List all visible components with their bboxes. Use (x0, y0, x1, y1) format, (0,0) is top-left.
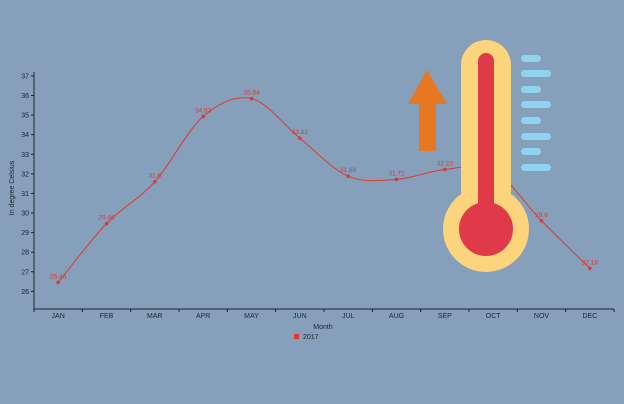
x-axis-title: Month (313, 324, 333, 331)
x-tick-label: MAR (147, 313, 163, 320)
data-label-sep: 32.22 (437, 161, 454, 168)
y-tick-label: 31 (21, 191, 29, 198)
data-point-dec (588, 266, 592, 271)
y-tick-labels: 26 27 28 29 30 31 32 33 34 35 36 37 (21, 73, 29, 295)
x-tick-labels: JAN FEB MAR APR MAY JUN JUL AUG SEP OCT NOV DEC (52, 313, 598, 320)
y-tick-label: 34 (21, 132, 29, 139)
data-label-dec: 27.18 (582, 259, 599, 266)
data-point-sep (443, 167, 447, 172)
y-tick-label: 33 (21, 152, 29, 159)
y-tick-label: 28 (21, 250, 29, 257)
data-points (56, 96, 592, 285)
data-point-mar (153, 179, 157, 184)
y-tick-label: 37 (21, 73, 29, 80)
x-tick-label: NOV (534, 313, 550, 320)
data-point-jan (56, 280, 60, 285)
data-point-jul (346, 174, 350, 179)
legend: 2017 (294, 334, 319, 341)
data-point-feb (104, 221, 109, 226)
data-label-jul: 31.88 (340, 167, 357, 174)
x-tick-label: MAY (244, 313, 259, 320)
data-label-aug: 31.72 (388, 170, 405, 177)
data-label-may: 35.84 (243, 90, 260, 97)
up-arrow-icon (408, 70, 447, 151)
data-label-nov: 29.6 (535, 212, 548, 219)
x-tick-label: JUN (293, 313, 307, 320)
data-point-jun (298, 136, 302, 141)
x-tick-label: OCT (486, 313, 502, 320)
thermometer-icon (443, 40, 551, 272)
y-tick-label: 32 (21, 171, 29, 178)
data-point-aug (394, 177, 399, 182)
data-label-jun: 33.82 (292, 129, 309, 136)
data-labels: 26.46 29.46 31.6 34.93 35.84 33.82 31.88 31.72 3… (50, 90, 598, 281)
x-tick-label: AUG (389, 313, 404, 320)
y-axis-title: In degree Celsius (9, 160, 16, 215)
data-point-apr (201, 114, 205, 119)
legend-label-2017: 2017 (303, 334, 319, 341)
data-label-apr: 34.93 (195, 107, 212, 114)
legend-swatch-2017 (294, 334, 299, 339)
y-tick-label: 27 (21, 269, 29, 276)
y-tick-label: 35 (21, 113, 29, 120)
x-tick-label: JUL (342, 313, 355, 320)
x-tick-label: APR (196, 313, 210, 320)
data-point-may (249, 96, 254, 101)
data-point-nov (539, 219, 544, 223)
y-tick-label: 30 (21, 211, 29, 218)
data-label-jan: 26.46 (50, 273, 67, 280)
x-tick-label: SEP (438, 313, 452, 320)
x-tick-label: FEB (100, 313, 114, 320)
thermometer-scale-marks (521, 55, 551, 171)
y-tick-label: 26 (21, 289, 29, 296)
y-tick-label: 29 (21, 230, 29, 237)
x-tick-label: JAN (52, 313, 65, 320)
data-label-mar: 31.6 (149, 173, 162, 180)
data-label-feb: 29.46 (98, 215, 115, 222)
y-tick-label: 36 (21, 93, 29, 100)
x-tick-label: DEC (582, 313, 597, 320)
chart-axes (31, 72, 615, 312)
